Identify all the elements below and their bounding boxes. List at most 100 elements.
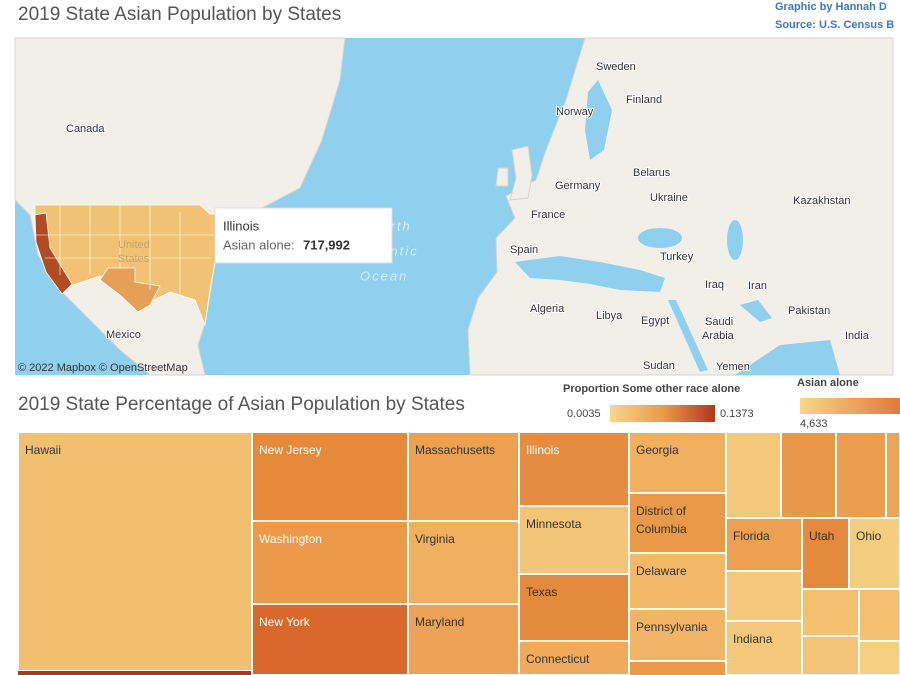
tile-label: Maryland	[415, 615, 465, 629]
tile-label: Massachusetts	[415, 443, 496, 457]
tile-label: Ohio	[856, 529, 882, 543]
tooltip-state: Illinois	[223, 218, 260, 233]
sea	[585, 80, 612, 160]
map-label: Iran	[748, 280, 767, 292]
map-title: 2019 State Asian Population by States	[18, 4, 342, 25]
sea	[638, 228, 682, 248]
size-ramp	[800, 398, 900, 414]
treemap-tile[interactable]: Washington	[252, 521, 408, 604]
map-label: Pakistan	[788, 305, 830, 317]
tooltip-box	[214, 207, 393, 264]
treemap-tile[interactable]	[886, 432, 900, 518]
map-label: Arabia	[702, 330, 735, 342]
map-label: Iraq	[705, 279, 724, 291]
sea	[735, 340, 840, 375]
map-labels: Canada Sweden Norway Finland Belarus Germany U…	[65, 60, 871, 374]
tile-label: Florida	[733, 529, 770, 543]
legend-title: Proportion Some other race alone	[563, 383, 741, 395]
treemap-tile[interactable]	[802, 589, 859, 636]
map-label: United	[118, 239, 150, 251]
tile-label: Pennsylvania	[636, 620, 708, 634]
treemap-tile[interactable]: Indiana	[726, 621, 802, 675]
treemap-tile[interactable]: Massachusetts	[408, 432, 519, 521]
map-label: Canada	[66, 123, 105, 135]
state-borders	[35, 205, 215, 295]
map-label: Ocean	[360, 268, 408, 283]
treemap-tile[interactable]	[859, 589, 900, 641]
sea	[727, 220, 743, 260]
treemap-tile[interactable]: Hawaii	[18, 432, 252, 671]
legend-min: 4,633	[800, 418, 828, 430]
treemap-tile[interactable]	[859, 641, 900, 675]
land	[495, 167, 509, 187]
map-label: Turkey	[660, 251, 694, 263]
color-ramp	[610, 405, 715, 422]
sea	[668, 300, 708, 372]
tile-label: Utah	[809, 529, 835, 543]
legend-min: 0.0035	[567, 408, 601, 420]
credit: Graphic by Hannah D	[775, 1, 887, 13]
tile-label: Delaware	[636, 564, 687, 578]
treemap-tile[interactable]	[629, 661, 726, 675]
treemap-tile[interactable]: Delaware	[629, 553, 726, 609]
tile-label: Connecticut	[526, 652, 590, 666]
treemap-tile[interactable]: New York	[252, 604, 408, 675]
map-label: Libya	[596, 310, 623, 322]
map-label: Sweden	[596, 61, 636, 73]
tile-label: New York	[259, 615, 310, 629]
treemap-tile[interactable]: District of Columbia	[629, 493, 726, 553]
treemap-tile[interactable]: Maryland	[408, 604, 519, 675]
treemap-tile[interactable]: Ohio	[849, 518, 900, 589]
tile-label: Virginia	[415, 532, 455, 546]
legend-max: 0.1373	[720, 408, 754, 420]
map-label: Norway	[556, 106, 594, 118]
treemap-tile[interactable]: Illinois	[519, 432, 629, 506]
map-label: France	[531, 209, 565, 221]
treemap-title: 2019 State Percentage of Asian Populatio…	[18, 394, 465, 415]
treemap-tile[interactable]: Utah	[802, 518, 849, 589]
tile-label: Illinois	[526, 443, 560, 457]
map-label: Belarus	[633, 167, 671, 179]
map-label: States	[118, 253, 150, 265]
map-label: Kazakhstan	[793, 195, 850, 207]
treemap-tile[interactable]	[726, 432, 781, 518]
tile-label: Texas	[526, 585, 558, 599]
map-label: Saudi	[705, 316, 733, 328]
treemap-tile[interactable]	[781, 432, 836, 518]
land	[509, 145, 533, 201]
treemap-tile[interactable]	[836, 432, 886, 518]
treemap-tile[interactable]: Georgia	[629, 432, 726, 493]
treemap-tile[interactable]: Texas	[519, 574, 629, 641]
treemap-tile[interactable]	[802, 636, 859, 675]
california	[34, 212, 73, 295]
tile-label: Minnesota	[526, 517, 582, 531]
treemap-tile[interactable]: Connecticut	[519, 641, 629, 675]
treemap-tile[interactable]: Florida	[726, 518, 802, 571]
map-label: Egypt	[641, 315, 669, 327]
map-label: Mexico	[106, 329, 141, 341]
tile-label: Georgia	[636, 443, 679, 457]
map-label: Yemen	[716, 361, 750, 373]
treemap-tile[interactable]: New Jersey	[252, 432, 408, 521]
texas	[99, 267, 161, 313]
map-label: Ukraine	[650, 192, 688, 204]
map-label: Algeria	[530, 303, 565, 315]
map-label: Finland	[626, 94, 662, 106]
treemap-tile[interactable]: Virginia	[408, 521, 519, 604]
legend-title: Asian alone	[797, 377, 859, 389]
treemap-tile[interactable]: Pennsylvania	[629, 609, 726, 661]
tooltip-field: Asian alone:	[223, 237, 295, 252]
tile-label: Hawaii	[25, 443, 62, 457]
attribution: © 2022 Mapbox © OpenStreetMap	[18, 362, 188, 374]
map-label: Spain	[510, 244, 538, 256]
treemap-tile[interactable]: Minnesota	[519, 506, 629, 574]
tile-label: New Jersey	[259, 443, 322, 457]
treemap-tile[interactable]	[726, 571, 802, 621]
map-label: India	[845, 330, 870, 342]
tile-label: Indiana	[733, 632, 773, 646]
tooltip: Illinois Asian alone: 717,992	[214, 207, 393, 264]
map[interactable]: Canada Sweden Norway Finland Belarus Germany U…	[0, 0, 900, 380]
sea	[515, 256, 665, 292]
sea	[740, 300, 772, 322]
